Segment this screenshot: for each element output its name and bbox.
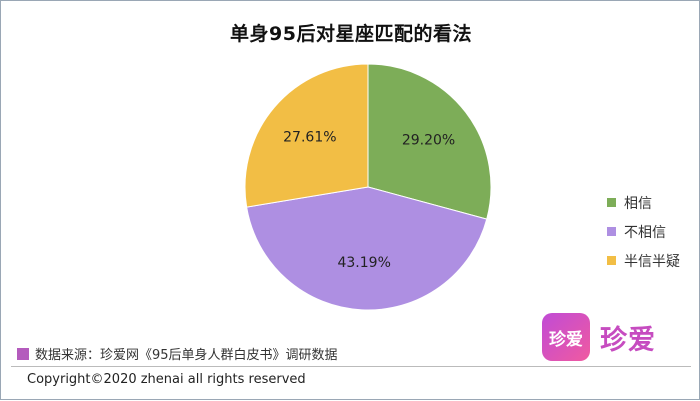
pie-slice-half-believe bbox=[244, 63, 369, 208]
legend-swatch-half-believe bbox=[607, 256, 616, 265]
pie-label-disbelieve: 43.19% bbox=[337, 255, 390, 271]
legend-swatch-believe bbox=[607, 198, 616, 207]
legend-label-half-believe: 半信半疑 bbox=[624, 253, 680, 270]
footer-divider bbox=[11, 366, 691, 367]
chart-title: 单身95后对星座匹配的看法 bbox=[230, 23, 472, 45]
pie-label-believe: 29.20% bbox=[402, 133, 455, 149]
pie-slice-believe bbox=[367, 63, 492, 220]
zhenai-logo: 珍爱 珍爱 bbox=[542, 313, 656, 361]
legend-label-disbelieve: 不相信 bbox=[624, 224, 666, 241]
pie-label-half-believe: 27.61% bbox=[283, 130, 336, 146]
legend-item-believe: 相信 bbox=[607, 188, 680, 217]
legend-item-disbelieve: 不相信 bbox=[607, 217, 680, 246]
legend: 相信 不相信 半信半疑 bbox=[607, 188, 680, 275]
source-swatch bbox=[17, 347, 29, 360]
legend-label-believe: 相信 bbox=[624, 195, 652, 212]
pie-slice-disbelieve bbox=[246, 186, 488, 311]
logo-badge: 珍爱 bbox=[542, 313, 590, 361]
data-source: 数据来源：珍爱网《95后单身人群白皮书》调研数据 bbox=[17, 344, 338, 363]
copyright-text: Copyright©2020 zhenai all rights reserve… bbox=[27, 372, 306, 387]
source-text: 数据来源：珍爱网《95后单身人群白皮书》调研数据 bbox=[35, 348, 338, 363]
legend-swatch-disbelieve bbox=[607, 227, 616, 236]
logo-text: 珍爱 bbox=[600, 324, 656, 356]
legend-item-half-believe: 半信半疑 bbox=[607, 246, 680, 275]
